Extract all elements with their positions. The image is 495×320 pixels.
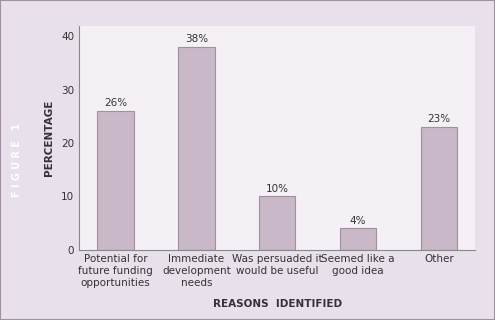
X-axis label: REASONS  IDENTIFIED: REASONS IDENTIFIED — [213, 299, 342, 309]
Text: 4%: 4% — [350, 216, 366, 226]
Bar — [259, 196, 296, 250]
Text: 23%: 23% — [428, 114, 450, 124]
Text: 38%: 38% — [185, 34, 208, 44]
Y-axis label: PERCENTAGE: PERCENTAGE — [44, 100, 54, 176]
Bar — [421, 127, 457, 250]
Bar — [340, 228, 376, 250]
Text: 26%: 26% — [104, 98, 127, 108]
Text: 10%: 10% — [266, 184, 289, 194]
Bar — [178, 47, 214, 250]
Text: F I G U R E   1: F I G U R E 1 — [12, 123, 22, 197]
Bar — [97, 111, 134, 250]
